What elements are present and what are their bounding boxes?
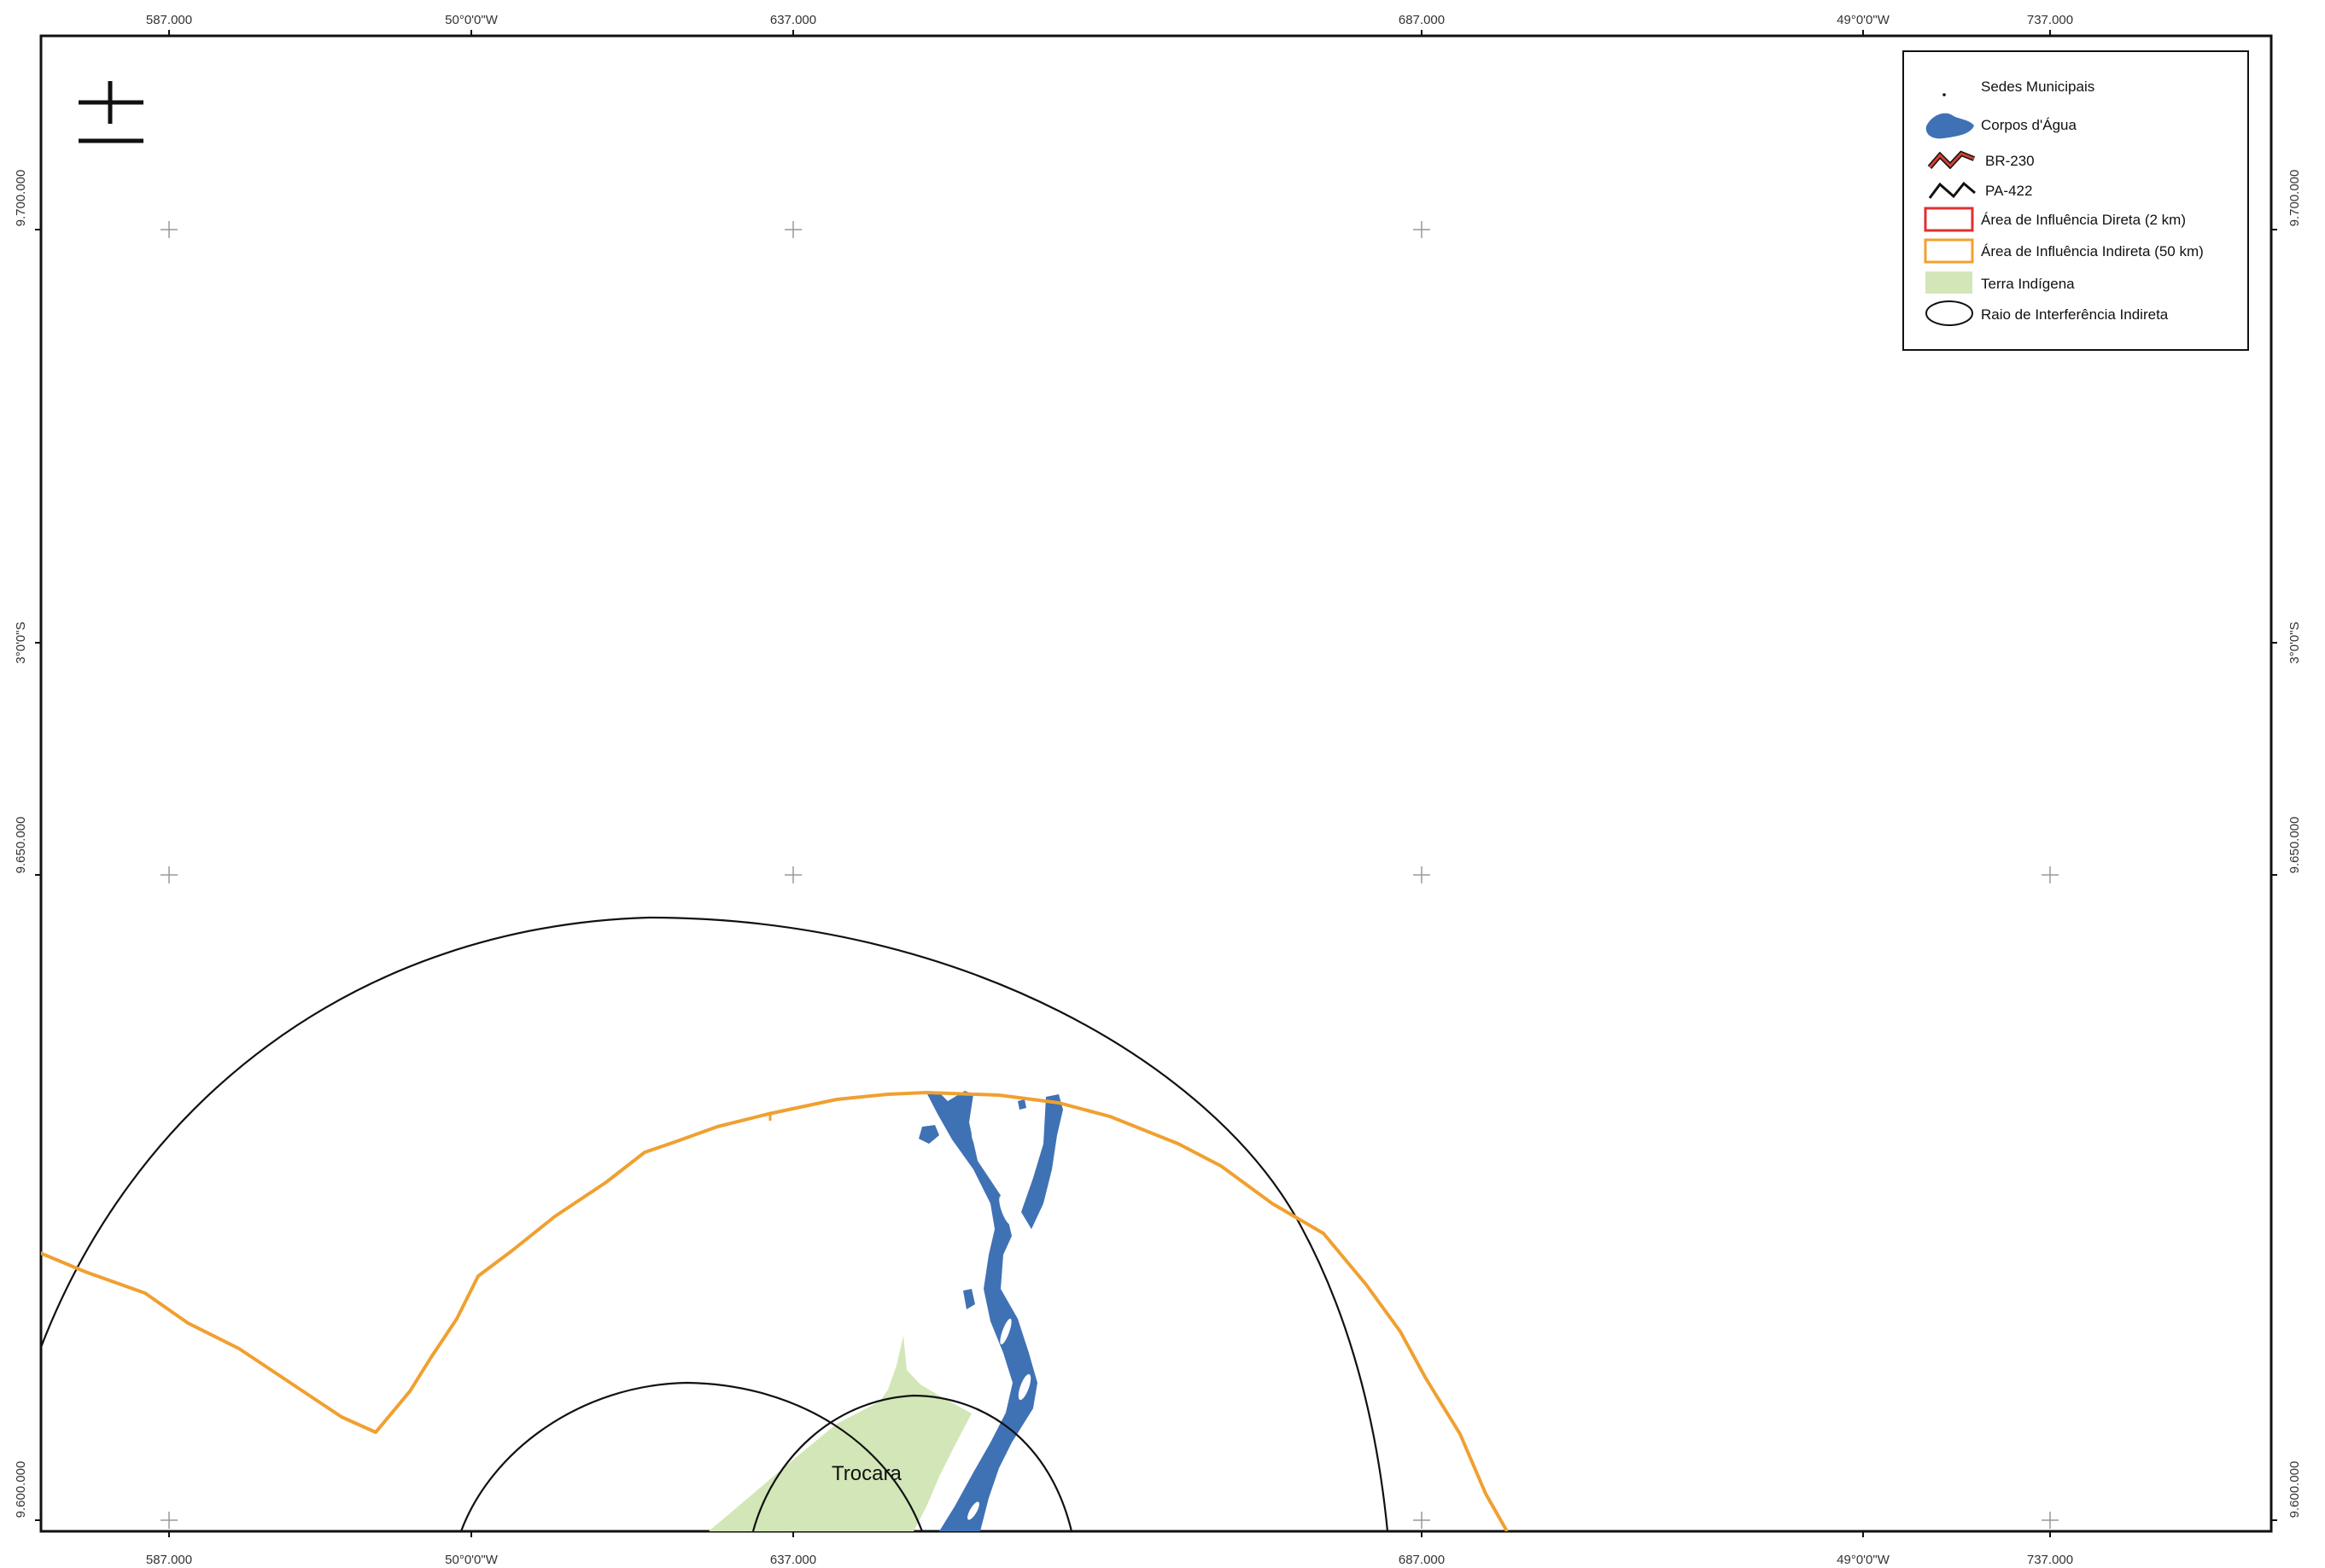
legend-box — [1902, 50, 2249, 351]
frame-ticks — [35, 30, 2277, 1537]
north-arrow-icon — [79, 81, 143, 143]
orange-rect-icon — [1924, 238, 1974, 264]
small-interference-arc-right — [751, 1394, 1073, 1531]
bottom-tick-label: 687.000 — [1399, 1553, 1445, 1567]
top-tick-label: 687.000 — [1399, 13, 1445, 27]
left-tick-label: 3°0'0"S — [14, 621, 28, 663]
water-bodies — [919, 1091, 1063, 1531]
red-rect-icon — [1924, 207, 1974, 232]
river-islands — [967, 1131, 1031, 1520]
municipal-seat-dot-icon — [1942, 93, 1946, 96]
ellipse-icon — [1925, 300, 1973, 326]
indirect-influence-area-outline — [41, 1091, 1509, 1531]
bottom-tick-label: 737.000 — [2027, 1553, 2073, 1567]
legend-label-corpos: Corpos d'Água — [1981, 117, 2077, 133]
top-tick-label: 49°0'0"W — [1837, 13, 1890, 27]
br230-line-inner — [1928, 152, 1975, 168]
small-interference-arc-left — [459, 1381, 924, 1531]
legend-label-terra: Terra Indígena — [1981, 276, 2075, 292]
legend-label-sedes: Sedes Municipais — [1981, 79, 2094, 95]
bottom-tick-label: 587.000 — [146, 1553, 192, 1567]
left-tick-label: 9.650.000 — [14, 817, 28, 874]
water-blob-icon — [1925, 113, 1974, 139]
right-tick-label: 9.650.000 — [2287, 817, 2302, 874]
legend-label-aii: Área de Influência Indireta (50 km) — [1981, 243, 2204, 259]
left-tick-label: 9.600.000 — [14, 1461, 28, 1518]
legend: Sedes Municipais Corpos d'Água BR-230 PA… — [1902, 50, 2249, 351]
place-label-trocara: Trocara — [832, 1462, 902, 1485]
legend-label-br230: BR-230 — [1985, 153, 2035, 169]
left-tick-label: 9.700.000 — [14, 170, 28, 227]
right-tick-label: 9.700.000 — [2287, 170, 2302, 227]
right-tick-label: 9.600.000 — [2287, 1461, 2302, 1518]
legend-label-aid: Área de Influência Direta (2 km) — [1981, 212, 2186, 228]
right-tick-label: 3°0'0"S — [2287, 621, 2302, 663]
top-tick-label: 737.000 — [2027, 13, 2073, 27]
top-tick-label: 637.000 — [770, 13, 816, 27]
green-rect-icon — [1925, 271, 1972, 294]
large-interference-arc — [41, 916, 1389, 1531]
right-tick-labels: 9.700.000 3°0'0"S 9.650.000 9.600.000 — [2287, 170, 2302, 1518]
top-tick-label: 50°0'0"W — [445, 13, 499, 27]
bottom-tick-labels: 587.000 50°0'0"W 637.000 687.000 49°0'0"… — [146, 1553, 2073, 1567]
pa422-line-icon — [1928, 181, 1976, 199]
interference-circles — [41, 916, 1389, 1531]
top-tick-labels: 587.000 50°0'0"W 637.000 687.000 49°0'0"… — [146, 13, 2073, 27]
left-tick-labels: 9.700.000 3°0'0"S 9.650.000 9.600.000 — [14, 170, 28, 1518]
bottom-tick-label: 50°0'0"W — [445, 1553, 499, 1567]
bottom-tick-label: 49°0'0"W — [1837, 1553, 1890, 1567]
bottom-tick-label: 637.000 — [770, 1553, 816, 1567]
map-frame — [39, 34, 2273, 1533]
legend-label-raio: Raio de Interferência Indireta — [1981, 306, 2169, 323]
top-tick-label: 587.000 — [146, 13, 192, 27]
legend-label-pa422: PA-422 — [1985, 183, 2032, 199]
